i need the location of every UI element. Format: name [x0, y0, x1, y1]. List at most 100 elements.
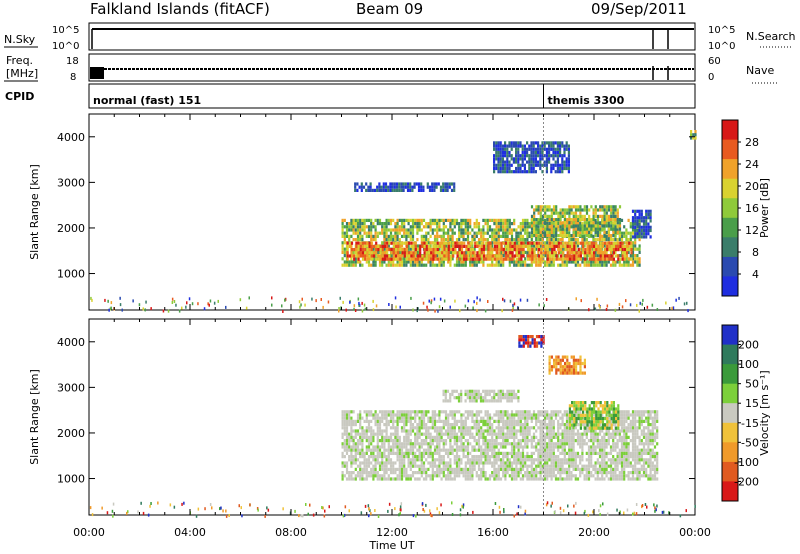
data-cell	[588, 230, 591, 234]
data-cell	[550, 144, 553, 148]
data-cell	[361, 228, 364, 232]
data-cell	[447, 471, 450, 475]
data-cell	[599, 227, 602, 231]
data-cell	[539, 263, 542, 267]
data-cell	[431, 474, 434, 478]
data-cell	[367, 260, 371, 264]
data-cell	[451, 429, 454, 433]
data-cell	[537, 426, 540, 430]
data-cell	[612, 208, 615, 212]
data-cell	[628, 241, 631, 245]
data-cell	[535, 458, 538, 462]
data-cell	[361, 432, 364, 436]
data-cell	[414, 248, 417, 252]
data-cell	[530, 238, 533, 242]
data-cell	[420, 419, 423, 423]
data-cell	[493, 461, 496, 465]
data-cell	[510, 163, 513, 167]
data-cell	[473, 413, 476, 417]
data-cell	[343, 429, 346, 433]
data-cell	[414, 461, 417, 465]
data-cell	[523, 144, 526, 148]
data-cell	[546, 251, 549, 255]
data-cell	[455, 461, 459, 465]
data-cell	[370, 461, 373, 465]
data-cell	[416, 455, 419, 459]
data-cell	[365, 432, 368, 436]
data-cell	[493, 467, 496, 471]
colorbar-segment	[722, 276, 738, 297]
data-cell	[625, 238, 628, 242]
data-cell	[455, 448, 459, 452]
data-cell	[455, 445, 459, 449]
data-cell	[493, 448, 496, 452]
scatter-cell	[422, 301, 425, 305]
data-cell	[640, 212, 643, 217]
data-cell	[519, 464, 522, 468]
data-cell	[440, 471, 443, 475]
data-cell	[376, 439, 379, 443]
data-cell	[409, 442, 412, 446]
data-cell	[638, 218, 641, 222]
data-cell	[396, 222, 399, 226]
data-cell	[482, 416, 485, 420]
data-cell	[577, 241, 580, 245]
data-cell	[473, 426, 476, 430]
data-cell	[386, 257, 389, 261]
data-cell	[593, 244, 596, 248]
data-cell	[444, 182, 447, 186]
data-cell	[604, 254, 607, 258]
data-cell	[345, 442, 349, 446]
data-cell	[607, 224, 611, 228]
data-cell	[530, 263, 533, 267]
data-cell	[550, 224, 553, 228]
data-cell	[396, 419, 399, 423]
data-cell	[607, 260, 610, 264]
data-cell	[480, 432, 483, 436]
data-cell	[524, 231, 527, 235]
data-cell	[623, 263, 626, 267]
data-cell	[345, 445, 349, 449]
data-cell	[450, 182, 454, 186]
data-cell	[596, 263, 599, 267]
scatter-cell	[338, 309, 340, 313]
data-cell	[515, 464, 518, 468]
data-cell	[599, 214, 602, 218]
data-cell	[497, 144, 500, 148]
data-cell	[570, 205, 573, 209]
data-cell	[557, 238, 560, 242]
data-cell	[524, 461, 527, 465]
data-cell	[482, 429, 485, 433]
data-cell	[612, 257, 615, 261]
data-cell	[579, 251, 582, 255]
data-cell	[433, 426, 437, 430]
data-cell	[469, 458, 472, 462]
data-cell	[455, 419, 459, 423]
data-cell	[477, 410, 481, 414]
data-cell	[403, 248, 406, 252]
data-cell	[372, 257, 375, 261]
data-cell	[383, 254, 387, 258]
cpid-modes: normal (fast) 151 themis 3300	[93, 84, 625, 108]
data-cell	[436, 254, 439, 258]
data-cell	[557, 445, 560, 449]
data-cell	[535, 227, 538, 231]
data-cell	[548, 222, 551, 226]
data-cell	[385, 218, 388, 222]
data-cell	[568, 227, 571, 231]
data-cell	[370, 238, 373, 242]
data-cell	[414, 222, 417, 226]
freq-label-line1: Freq.	[6, 54, 33, 67]
data-cell	[502, 426, 505, 430]
data-cell	[429, 448, 432, 452]
data-cell	[594, 260, 597, 264]
data-cell	[548, 247, 551, 251]
data-cell	[425, 222, 428, 226]
data-cell	[464, 439, 467, 443]
data-cell	[612, 211, 615, 215]
data-cell	[519, 225, 522, 229]
data-cell	[420, 439, 423, 443]
data-cell	[603, 230, 606, 234]
data-cell	[553, 251, 556, 255]
